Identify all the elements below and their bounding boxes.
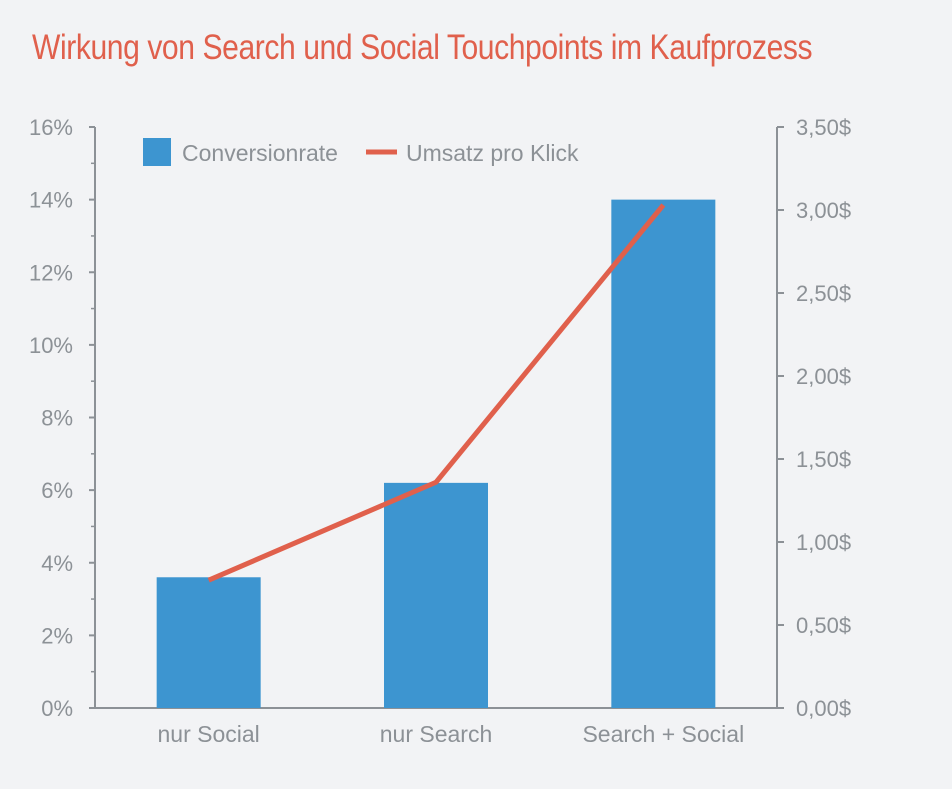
right-axis-tick-label: 0,50$	[796, 613, 851, 638]
right-axis-tick-label: 0,00$	[796, 696, 851, 721]
left-axis-tick-label: 8%	[41, 406, 73, 431]
right-axis-tick-label: 3,50$	[796, 115, 851, 140]
line-umsatz-pro-klick	[207, 203, 666, 583]
left-axis-tick-label: 2%	[41, 623, 73, 648]
x-axis-category-label: nur Social	[158, 721, 260, 747]
bar-conversionrate	[156, 577, 261, 708]
left-axis-tick-label: 0%	[41, 696, 73, 721]
right-axis-tick-label: 1,50$	[796, 447, 851, 472]
legend-label-umsatz-pro-klick: Umsatz pro Klick	[406, 140, 579, 166]
right-axis-tick-label: 1,00$	[796, 530, 851, 555]
bar-conversionrate	[384, 482, 488, 708]
right-axis-tick-label: 2,00$	[796, 364, 851, 389]
right-axis-tick-label: 3,00$	[796, 198, 851, 223]
left-axis-tick-label: 12%	[29, 260, 73, 285]
chart-title: Wirkung von Search und Social Touchpoint…	[32, 28, 813, 67]
x-axis-category-label: nur Search	[380, 721, 493, 747]
x-axis-category-label: Search + Social	[582, 721, 744, 747]
left-axis-tick-label: 6%	[41, 478, 73, 503]
legend-swatch-conversionrate	[143, 138, 171, 166]
legend-label-conversionrate: Conversionrate	[182, 140, 338, 166]
left-axis-tick-label: 14%	[29, 188, 73, 213]
right-axis-tick-label: 2,50$	[796, 281, 851, 306]
left-axis-tick-label: 4%	[41, 551, 73, 576]
bar-conversionrate	[611, 199, 716, 708]
left-axis-tick-label: 16%	[29, 115, 73, 140]
left-axis-tick-label: 10%	[29, 333, 73, 358]
